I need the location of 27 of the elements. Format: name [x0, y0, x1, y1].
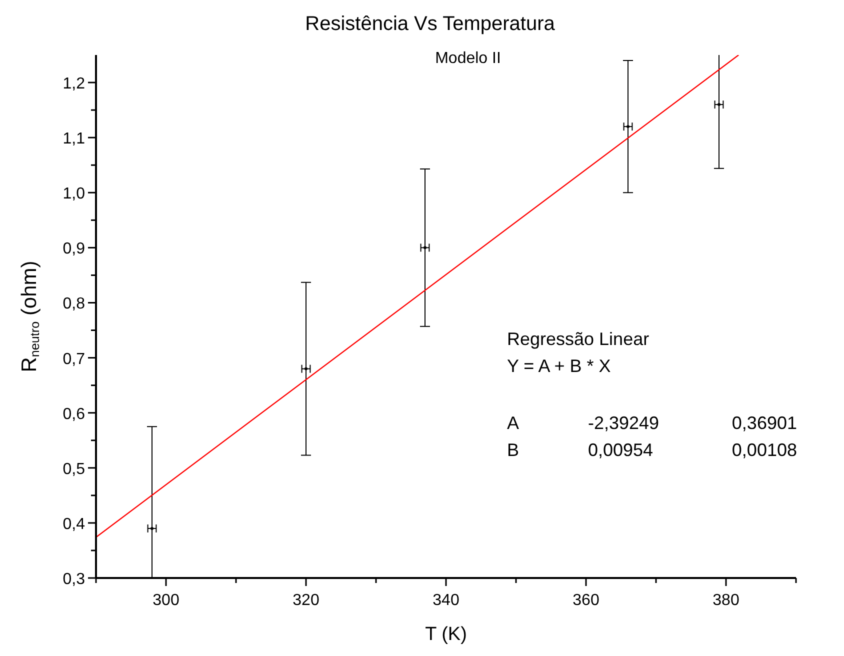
- x-tick-label: 340: [432, 592, 460, 609]
- annotation: 0,00108: [732, 440, 797, 460]
- point: [304, 367, 308, 370]
- annotation: Regressão Linear: [507, 329, 650, 349]
- annotation: -2,39249: [588, 413, 660, 433]
- y-tick-label: 1,0: [62, 186, 86, 203]
- y-tick-label: 0,7: [62, 350, 86, 368]
- annotation: B: [507, 440, 520, 460]
- annotation: 0,36901: [732, 413, 797, 433]
- y-tick-label: 0,6: [62, 406, 86, 423]
- x-tick-label: 300: [152, 592, 180, 609]
- y-tick-label: 0,3: [62, 571, 86, 588]
- y-tick-label: 0,4: [62, 516, 86, 533]
- y-tick-label: 1,1: [62, 130, 86, 148]
- annotation: 0,00954: [588, 440, 654, 460]
- annotation: A: [507, 413, 520, 433]
- x-tick-label: 320: [292, 592, 320, 609]
- chart-subtitle: Modelo II: [435, 50, 501, 67]
- x-tick-label: 380: [712, 592, 740, 609]
- y-tick-label: 0,9: [62, 240, 86, 258]
- y-tick-label: 0,8: [62, 296, 86, 313]
- annotation: Y = A + B * X: [507, 356, 611, 376]
- y-tick-label: 0,5: [62, 460, 86, 478]
- x-axis-title: T (K): [425, 624, 467, 645]
- chart-title: Resistência Vs Temperatura: [305, 13, 556, 35]
- x-tick-label: 360: [572, 592, 600, 609]
- y-tick-label: 1,2: [62, 76, 86, 93]
